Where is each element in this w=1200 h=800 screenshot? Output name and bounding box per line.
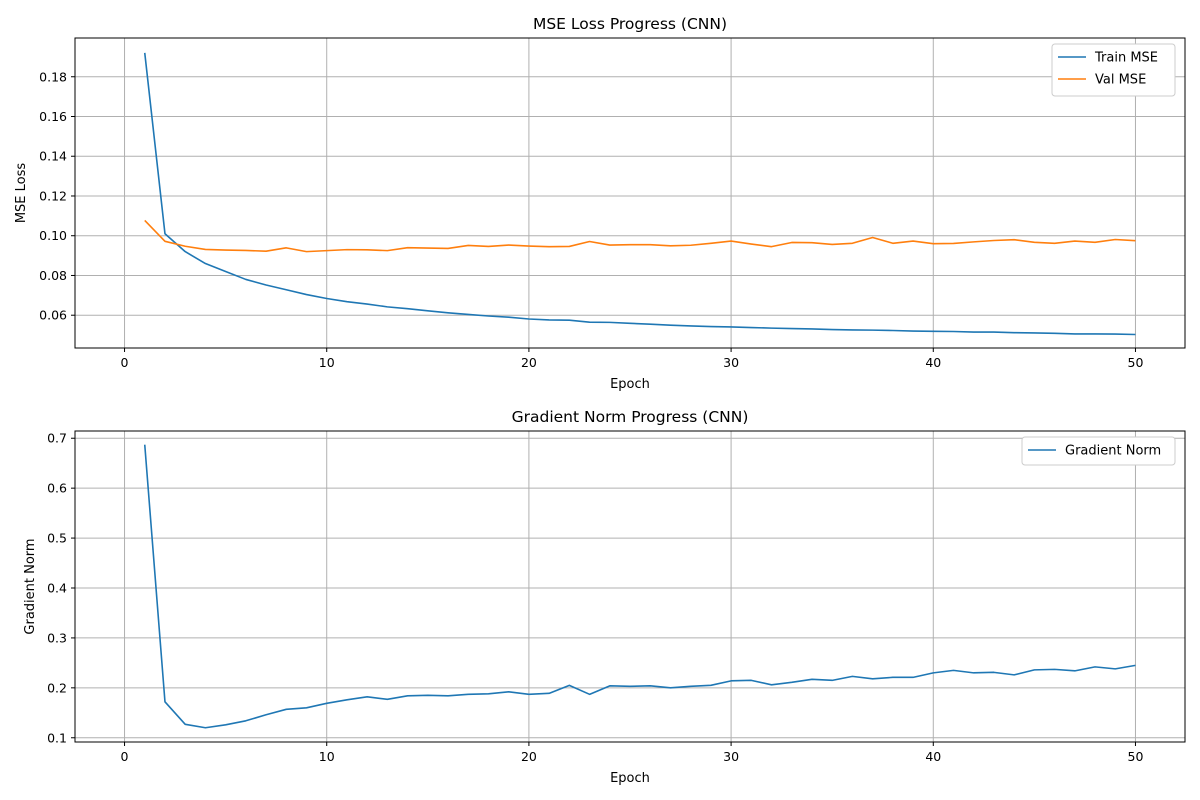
x-tick-label: 20 xyxy=(521,355,537,370)
legend-label-val-mse: Val MSE xyxy=(1095,73,1146,88)
x-tick-label: 0 xyxy=(121,749,129,764)
x-tick-label: 40 xyxy=(925,355,941,370)
chart-mse-loss: MSE Loss Progress (CNN) 0 10 20 30 40 50 0.06 0.… xyxy=(14,15,1186,392)
series-line-val-mse xyxy=(144,219,1136,253)
y-tick-label: 0.18 xyxy=(39,69,67,84)
series-line-gradient-norm xyxy=(143,444,1136,729)
x-tick-label: 10 xyxy=(319,355,335,370)
chart-title: MSE Loss Progress (CNN) xyxy=(533,15,727,33)
y-tick-label: 0.12 xyxy=(39,188,67,203)
x-tick-label: 10 xyxy=(319,749,335,764)
y-tick-label: 0.6 xyxy=(47,481,67,496)
x-tick-label: 30 xyxy=(723,749,739,764)
plot-area-frame xyxy=(74,430,1186,743)
y-tick-label: 0.10 xyxy=(39,228,67,243)
chart-title: Gradient Norm Progress (CNN) xyxy=(512,408,749,426)
y-tick-label: 0.08 xyxy=(39,268,67,283)
x-tick-label: 50 xyxy=(1128,749,1144,764)
y-tick-label: 0.14 xyxy=(39,149,67,164)
y-tick-label: 0.4 xyxy=(47,580,67,595)
y-tick-label: 0.06 xyxy=(39,308,67,323)
legend-label-gradient-norm: Gradient Norm xyxy=(1065,444,1161,459)
y-tick-label: 0.7 xyxy=(47,431,67,446)
chart-gradient-norm: Gradient Norm Progress (CNN) 0 10 20 30 40 50 0… xyxy=(23,408,1186,786)
x-tick-label: 0 xyxy=(121,355,129,370)
legend-label-train-mse: Train MSE xyxy=(1094,51,1158,66)
y-axis-label: Gradient Norm xyxy=(23,538,38,634)
y-tick-label: 0.3 xyxy=(47,630,67,645)
y-tick-label: 0.2 xyxy=(47,680,67,695)
legend: Train MSE Val MSE xyxy=(1051,43,1176,97)
legend: Gradient Norm xyxy=(1021,436,1176,466)
y-tick-label: 0.1 xyxy=(47,730,67,745)
y-tick-label: 0.5 xyxy=(47,531,67,546)
y-axis-label: MSE Loss xyxy=(14,163,29,224)
x-tick-label: 30 xyxy=(723,355,739,370)
y-tick-label: 0.16 xyxy=(39,109,67,124)
x-axis-label: Epoch xyxy=(610,771,650,786)
x-tick-label: 40 xyxy=(925,749,941,764)
x-axis-label: Epoch xyxy=(610,377,650,392)
x-tick-label: 20 xyxy=(521,749,537,764)
x-tick-label: 50 xyxy=(1128,355,1144,370)
legend-box xyxy=(1021,436,1176,466)
series-line-train-mse xyxy=(143,52,1136,336)
plot-area-frame xyxy=(74,37,1186,349)
